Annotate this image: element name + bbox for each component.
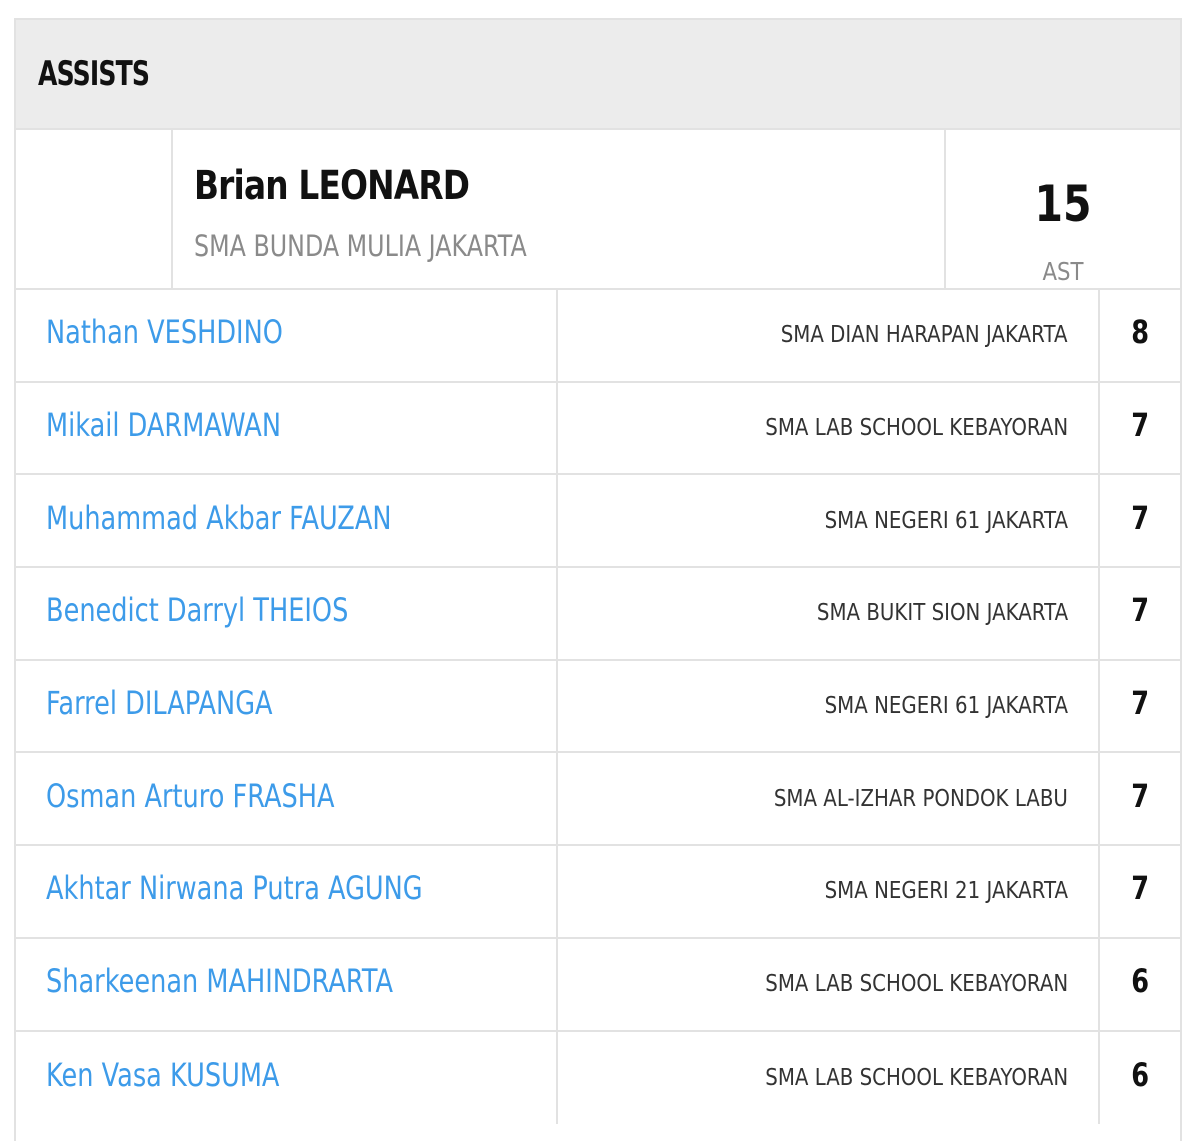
leader-value: 15 bbox=[1034, 175, 1092, 233]
value-cell: 7 bbox=[1100, 846, 1180, 937]
leader-info: Brian LEONARD SMA BUNDA MULIA JAKARTA bbox=[173, 130, 946, 288]
player-link[interactable]: Ken Vasa KUSUMA bbox=[46, 1055, 280, 1094]
value-cell: 7 bbox=[1100, 383, 1180, 474]
value-cell: 7 bbox=[1100, 568, 1180, 659]
leader-photo-placeholder bbox=[16, 130, 173, 288]
top-leader: Brian LEONARD SMA BUNDA MULIA JAKARTA 15… bbox=[16, 130, 1180, 290]
team-name: SMA LAB SCHOOL KEBAYORAN bbox=[765, 1064, 1068, 1091]
player-link[interactable]: Osman Arturo FRASHA bbox=[46, 776, 335, 815]
player-cell: Farrel DILAPANGA bbox=[16, 660, 558, 752]
player-link[interactable]: Mikail DARMAWAN bbox=[46, 406, 281, 445]
player-cell: Muhammad Akbar FAUZAN bbox=[16, 475, 558, 567]
team-name: SMA BUKIT SION JAKARTA bbox=[816, 600, 1068, 627]
team-cell: SMA LAB SCHOOL KEBAYORAN bbox=[558, 382, 1100, 474]
player-link[interactable]: Akhtar Nirwana Putra AGUNG bbox=[46, 869, 423, 908]
leaderboard-row: Sharkeenan MAHINDRARTA SMA LAB SCHOOL KE… bbox=[16, 938, 1180, 1032]
value-cell: 8 bbox=[1100, 290, 1180, 381]
team-name: SMA LAB SCHOOL KEBAYORAN bbox=[765, 415, 1068, 442]
assist-value: 6 bbox=[1131, 962, 1149, 1001]
leaderboard-row: Mikail DARMAWAN SMA LAB SCHOOL KEBAYORAN… bbox=[16, 382, 1180, 476]
team-name: SMA DIAN HARAPAN JAKARTA bbox=[781, 322, 1068, 349]
value-cell: 6 bbox=[1100, 1032, 1180, 1125]
leaderboard-row: Muhammad Akbar FAUZAN SMA NEGERI 61 JAKA… bbox=[16, 475, 1180, 569]
player-link[interactable]: Benedict Darryl THEIOS bbox=[46, 591, 349, 630]
leaderboard-row: Akhtar Nirwana Putra AGUNG SMA NEGERI 21… bbox=[16, 846, 1180, 939]
assist-value: 7 bbox=[1131, 684, 1149, 723]
assist-value: 7 bbox=[1131, 498, 1149, 537]
value-cell: 7 bbox=[1100, 753, 1180, 844]
player-link[interactable]: Muhammad Akbar FAUZAN bbox=[46, 498, 392, 537]
team-cell: SMA AL-IZHAR PONDOK LABU bbox=[558, 753, 1100, 845]
team-cell: SMA DIAN HARAPAN JAKARTA bbox=[558, 290, 1100, 381]
card-header: ASSISTS bbox=[16, 20, 1180, 130]
team-name: SMA LAB SCHOOL KEBAYORAN bbox=[765, 971, 1068, 998]
player-cell: Nathan VESHDINO bbox=[16, 290, 558, 381]
assist-value: 7 bbox=[1131, 406, 1149, 445]
card-title: ASSISTS bbox=[38, 54, 150, 94]
leader-unit: AST bbox=[1042, 257, 1084, 286]
team-cell: SMA BUKIT SION JAKARTA bbox=[558, 568, 1100, 659]
team-cell: SMA NEGERI 21 JAKARTA bbox=[558, 846, 1100, 937]
value-cell: 6 bbox=[1100, 939, 1180, 1030]
assist-value: 8 bbox=[1131, 313, 1149, 352]
player-cell: Mikail DARMAWAN bbox=[16, 382, 558, 474]
player-cell: Akhtar Nirwana Putra AGUNG bbox=[16, 846, 558, 937]
team-cell: SMA LAB SCHOOL KEBAYORAN bbox=[558, 1031, 1100, 1125]
team-name: SMA NEGERI 61 JAKARTA bbox=[824, 693, 1068, 720]
leader-name[interactable]: Brian LEONARD bbox=[194, 163, 470, 209]
player-link[interactable]: Sharkeenan MAHINDRARTA bbox=[46, 962, 393, 1001]
player-cell: Benedict Darryl THEIOS bbox=[16, 568, 558, 659]
leaderboard-row: Ken Vasa KUSUMA SMA LAB SCHOOL KEBAYORAN… bbox=[16, 1031, 1180, 1125]
leader-team: SMA BUNDA MULIA JAKARTA bbox=[194, 229, 527, 263]
leaderboard-row: Nathan VESHDINO SMA DIAN HARAPAN JAKARTA… bbox=[16, 290, 1180, 383]
leader-stat: 15 AST bbox=[946, 130, 1180, 288]
assists-leaderboard-card: ASSISTS Brian LEONARD SMA BUNDA MULIA JA… bbox=[14, 18, 1182, 1141]
team-cell: SMA NEGERI 61 JAKARTA bbox=[558, 475, 1100, 567]
team-name: SMA NEGERI 21 JAKARTA bbox=[824, 878, 1068, 905]
player-cell: Ken Vasa KUSUMA bbox=[16, 1031, 558, 1125]
assist-value: 7 bbox=[1131, 591, 1149, 630]
assist-value: 7 bbox=[1131, 869, 1149, 908]
assist-value: 6 bbox=[1131, 1055, 1149, 1094]
value-cell: 7 bbox=[1100, 661, 1180, 752]
leaderboard-row: Benedict Darryl THEIOS SMA BUKIT SION JA… bbox=[16, 568, 1180, 661]
assist-value: 7 bbox=[1131, 776, 1149, 815]
team-cell: SMA NEGERI 61 JAKARTA bbox=[558, 660, 1100, 752]
player-cell: Osman Arturo FRASHA bbox=[16, 753, 558, 845]
team-name: SMA NEGERI 61 JAKARTA bbox=[824, 507, 1068, 534]
player-cell: Sharkeenan MAHINDRARTA bbox=[16, 938, 558, 1030]
leaderboard-row: Osman Arturo FRASHA SMA AL-IZHAR PONDOK … bbox=[16, 753, 1180, 847]
player-link[interactable]: Farrel DILAPANGA bbox=[46, 684, 273, 723]
leaderboard-row: Farrel DILAPANGA SMA NEGERI 61 JAKARTA 7 bbox=[16, 660, 1180, 754]
team-name: SMA AL-IZHAR PONDOK LABU bbox=[773, 785, 1068, 812]
value-cell: 7 bbox=[1100, 475, 1180, 566]
player-link[interactable]: Nathan VESHDINO bbox=[46, 313, 283, 352]
team-cell: SMA LAB SCHOOL KEBAYORAN bbox=[558, 938, 1100, 1030]
leaderboard-list: Nathan VESHDINO SMA DIAN HARAPAN JAKARTA… bbox=[16, 290, 1180, 1125]
